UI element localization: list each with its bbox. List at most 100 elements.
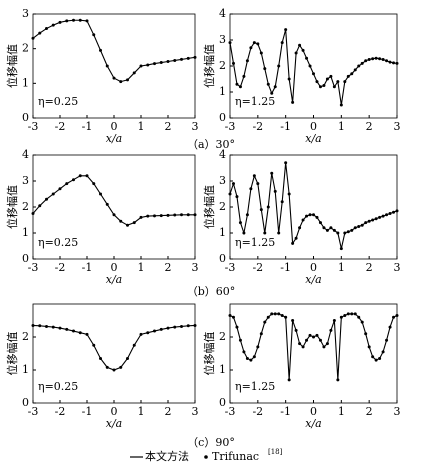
x-tick-label: -3 bbox=[225, 261, 236, 274]
x-tick-label: 3 bbox=[192, 405, 199, 418]
x-axis-label: x/a bbox=[305, 132, 321, 145]
x-tick-label: -1 bbox=[82, 261, 93, 274]
y-tick-label: 4 bbox=[22, 148, 29, 161]
data-point bbox=[146, 331, 150, 335]
data-point bbox=[325, 77, 329, 81]
annotation: η=1.25 bbox=[235, 95, 275, 108]
data-point bbox=[45, 27, 48, 31]
data-point bbox=[92, 33, 96, 37]
annotation: η=1.25 bbox=[235, 380, 275, 393]
data-point bbox=[166, 59, 170, 63]
data-point bbox=[256, 345, 260, 349]
x-tick-label: 0 bbox=[310, 120, 317, 133]
data-point bbox=[318, 85, 322, 89]
x-tick-label: 2 bbox=[165, 120, 172, 133]
data-point bbox=[38, 324, 42, 328]
data-point bbox=[353, 312, 357, 316]
data-point bbox=[99, 192, 102, 196]
data-point bbox=[38, 31, 42, 35]
x-tick-label: -3 bbox=[28, 405, 39, 418]
data-point bbox=[231, 61, 235, 65]
data-point bbox=[180, 57, 183, 61]
x-tick-label: -2 bbox=[252, 120, 263, 133]
data-point bbox=[85, 332, 89, 336]
data-point bbox=[65, 182, 69, 186]
curve bbox=[32, 324, 196, 371]
data-point bbox=[273, 312, 277, 316]
data-point bbox=[105, 64, 109, 68]
data-point bbox=[31, 36, 35, 40]
data-point bbox=[381, 58, 385, 61]
data-point bbox=[270, 312, 274, 316]
y-axis-label: 位移幅值 bbox=[202, 44, 216, 88]
x-tick-label: -3 bbox=[28, 120, 39, 133]
data-point bbox=[153, 214, 156, 218]
data-point bbox=[31, 212, 35, 215]
y-tick-label: 0 bbox=[22, 252, 29, 265]
data-point bbox=[378, 57, 382, 61]
data-point bbox=[298, 43, 302, 47]
data-point bbox=[357, 315, 361, 319]
data-point bbox=[357, 225, 361, 228]
data-point bbox=[266, 205, 270, 209]
data-point bbox=[252, 41, 256, 45]
data-point bbox=[318, 338, 322, 342]
data-point bbox=[367, 345, 371, 349]
y-axis-label: 位移幅值 bbox=[202, 185, 216, 229]
data-point bbox=[392, 315, 396, 319]
data-point bbox=[270, 91, 274, 95]
data-point bbox=[287, 192, 291, 196]
y-tick-label: 1 bbox=[22, 76, 29, 89]
x-axis-label: x/a bbox=[106, 417, 122, 430]
y-tick-label: 0 bbox=[22, 396, 29, 409]
data-point bbox=[132, 221, 136, 225]
x-tick-label: -2 bbox=[55, 261, 66, 274]
data-point bbox=[392, 61, 396, 65]
data-point bbox=[339, 103, 343, 107]
data-point bbox=[153, 62, 156, 66]
annotation: η=0.25 bbox=[38, 95, 78, 108]
x-tick-label: -2 bbox=[252, 405, 263, 418]
y-axis-label: 位移幅值 bbox=[5, 185, 19, 229]
data-point bbox=[353, 68, 357, 72]
data-point bbox=[238, 338, 242, 342]
y-axis-label: 位移幅值 bbox=[5, 44, 19, 88]
data-point bbox=[238, 221, 242, 225]
x-tick-label: -3 bbox=[225, 120, 236, 133]
caption: （b）60° bbox=[187, 285, 236, 298]
data-point bbox=[85, 174, 89, 178]
data-point bbox=[126, 356, 129, 360]
data-point bbox=[336, 231, 340, 235]
x-tick-label: 0 bbox=[111, 405, 118, 418]
data-point bbox=[350, 228, 354, 232]
data-point bbox=[291, 319, 295, 322]
data-point bbox=[325, 342, 329, 346]
x-tick-label: 1 bbox=[138, 120, 145, 133]
data-point bbox=[287, 378, 291, 382]
data-point bbox=[305, 56, 309, 60]
data-point bbox=[65, 19, 69, 23]
data-point bbox=[252, 174, 256, 178]
data-point bbox=[277, 312, 281, 316]
data-point bbox=[305, 338, 309, 342]
data-point bbox=[235, 82, 239, 86]
data-point bbox=[346, 74, 350, 78]
data-point bbox=[259, 332, 263, 336]
data-point bbox=[235, 195, 239, 199]
data-point bbox=[381, 350, 385, 354]
data-point bbox=[329, 226, 333, 230]
y-tick-label: 2 bbox=[22, 200, 29, 213]
data-point bbox=[374, 358, 378, 362]
data-point bbox=[336, 378, 340, 382]
data-point bbox=[51, 23, 55, 27]
x-tick-label: 1 bbox=[338, 261, 345, 274]
x-tick-label: 2 bbox=[366, 261, 373, 274]
data-point bbox=[367, 58, 371, 61]
x-tick-label: 2 bbox=[165, 261, 172, 274]
y-tick-label: 1 bbox=[22, 363, 29, 376]
data-point bbox=[231, 182, 235, 186]
data-point bbox=[263, 231, 267, 235]
data-point bbox=[371, 355, 375, 359]
data-point bbox=[159, 327, 163, 331]
